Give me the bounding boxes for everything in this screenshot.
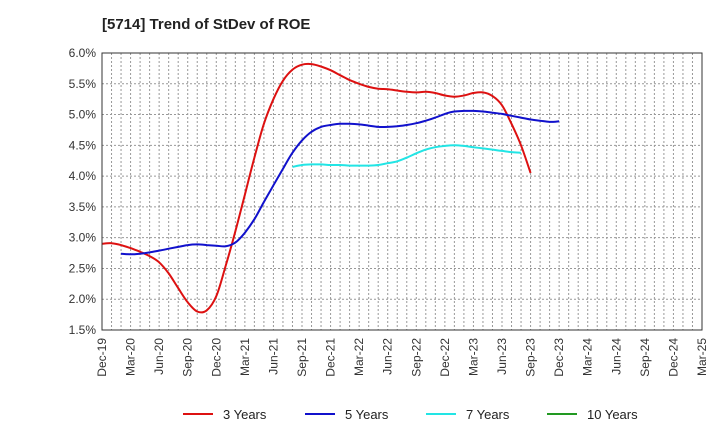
x-tick-label: Mar-20	[124, 338, 138, 376]
x-tick-label: Dec-21	[324, 338, 338, 377]
legend-label: 3 Years	[223, 407, 267, 422]
x-tick-label: Jun-23	[495, 338, 509, 375]
plot-area	[102, 53, 702, 330]
y-tick-label: 3.0%	[69, 231, 97, 245]
y-tick-label: 2.0%	[69, 292, 97, 306]
x-tick-label: Mar-25	[695, 338, 709, 376]
y-tick-label: 5.0%	[69, 108, 97, 122]
y-tick-label: 1.5%	[69, 323, 97, 337]
y-tick-label: 4.0%	[69, 169, 97, 183]
y-tick-label: 4.5%	[69, 138, 97, 152]
x-tick-label: Dec-23	[552, 338, 566, 377]
series-line-3-years	[101, 62, 532, 314]
y-tick-label: 3.5%	[69, 200, 97, 214]
series-line-7-years	[292, 144, 522, 168]
chart-title: [5714] Trend of StDev of ROE	[102, 16, 310, 33]
y-tick-label: 2.5%	[69, 261, 97, 275]
y-tick-label: 5.5%	[69, 77, 97, 91]
x-tick-label: Dec-20	[209, 338, 223, 377]
x-tick-label: Sep-23	[524, 338, 538, 377]
legend-label: 5 Years	[345, 407, 389, 422]
x-tick-label: Jun-20	[152, 338, 166, 375]
x-tick-label: Mar-24	[581, 338, 595, 376]
x-tick-label: Dec-24	[666, 338, 680, 377]
plot-frame	[101, 52, 703, 331]
x-tick-label: Mar-23	[466, 338, 480, 376]
x-tick-label: Dec-19	[95, 338, 109, 377]
x-tick-label: Sep-20	[181, 338, 195, 377]
x-tick-label: Sep-21	[295, 338, 309, 377]
y-axis-ticks: 6.0% 5.5% 5.0% 4.5% 4.0% 3.5% 3.0% 2.5% 2.0% 1.5%	[69, 46, 97, 337]
legend-label: 7 Years	[466, 407, 510, 422]
x-tick-label: Sep-22	[409, 338, 423, 377]
series-line-5-years	[120, 109, 560, 256]
legend: 3 Years 5 Years 7 Years 10 Years	[183, 407, 638, 422]
x-tick-label: Jun-21	[266, 338, 280, 375]
x-axis-ticks: Dec-19 Mar-20 Jun-20 Sep-20 Dec-20 Mar-21 Jun-…	[95, 338, 709, 377]
x-tick-label: Mar-22	[352, 338, 366, 376]
x-tick-label: Mar-21	[238, 338, 252, 376]
x-tick-label: Jun-22	[381, 338, 395, 375]
x-tick-label: Sep-24	[638, 338, 652, 377]
legend-label: 10 Years	[587, 407, 638, 422]
x-tick-label: Dec-22	[438, 338, 452, 377]
y-tick-label: 6.0%	[69, 46, 97, 60]
series-lines	[101, 62, 560, 314]
x-tick-label: Jun-24	[609, 338, 623, 375]
